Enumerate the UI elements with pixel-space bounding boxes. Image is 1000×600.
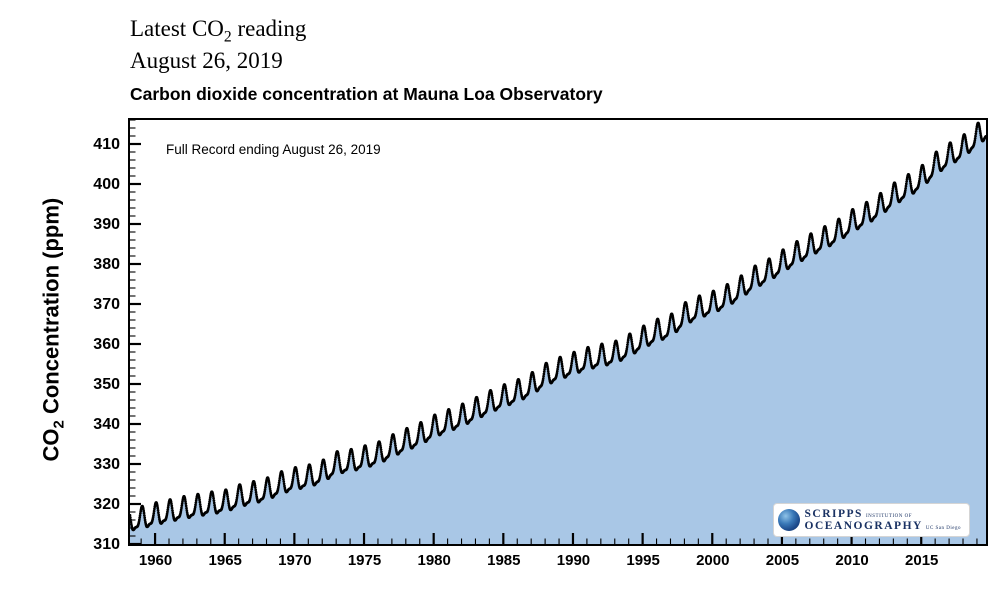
globe-icon — [777, 509, 800, 531]
x-tick-label: 1985 — [487, 552, 521, 569]
y-axis-label: CO2 Concentration (ppm) — [38, 198, 67, 462]
latest-reading-label: Latest CO2 reading — [130, 16, 306, 46]
y-tick-label: 360 — [93, 335, 120, 353]
co2-subscript: 2 — [223, 28, 232, 46]
latest-reading-prefix: Latest CO — [130, 16, 224, 41]
y-axis-co2-subscript: 2 — [50, 420, 68, 429]
x-tick-label: 2015 — [905, 552, 939, 569]
y-tick-label: 310 — [93, 535, 120, 553]
x-tick-label: 2005 — [765, 552, 800, 569]
y-tick-label: 340 — [93, 415, 120, 433]
x-tick-label: 1960 — [138, 552, 173, 569]
latest-reading-date: August 26, 2019 — [130, 48, 283, 73]
oceanography-wordmark: OCEANOGRAPHY — [804, 520, 923, 532]
chart-title: Carbon dioxide concentration at Mauna Lo… — [130, 84, 603, 104]
record-annotation: Full Record ending August 26, 2019 — [166, 142, 381, 157]
x-tick-label: 1975 — [347, 552, 382, 569]
y-tick-label: 400 — [93, 175, 120, 193]
scripps-logo-text: SCRIPPS INSTITUTION OF OCEANOGRAPHY UC S… — [805, 508, 961, 532]
y-axis-label-prefix: CO — [38, 428, 64, 462]
x-tick-label: 1995 — [626, 552, 660, 569]
y-tick-label: 370 — [93, 295, 120, 313]
y-tick-label: 380 — [93, 255, 120, 273]
x-tick-label: 1980 — [417, 552, 451, 569]
uc-san-diego-label: UC San Diego — [925, 526, 961, 531]
y-axis-label-suffix: Concentration (ppm) — [38, 198, 64, 421]
y-tick-label: 390 — [93, 215, 120, 233]
x-tick-label: 2010 — [835, 552, 869, 569]
plot-area: Full Record ending August 26, 2019 SCRIP… — [128, 118, 988, 546]
y-tick-label: 350 — [93, 375, 120, 393]
scripps-logo: SCRIPPS INSTITUTION OF OCEANOGRAPHY UC S… — [772, 503, 970, 537]
institution-of-label: INSTITUTION OF — [865, 513, 912, 519]
chart-canvas — [130, 120, 986, 544]
y-tick-label: 330 — [93, 455, 120, 473]
y-tick-label: 320 — [93, 495, 120, 513]
x-tick-label: 1990 — [556, 552, 591, 569]
x-tick-label: 1965 — [208, 552, 242, 569]
latest-reading-suffix: reading — [231, 16, 307, 41]
scripps-wordmark: SCRIPPS — [804, 507, 863, 520]
x-tick-label: 2000 — [696, 552, 730, 569]
y-tick-label: 410 — [93, 135, 120, 153]
y-axis-label-wrap: CO2 Concentration (ppm) — [30, 118, 76, 542]
x-tick-label: 1970 — [278, 552, 312, 569]
